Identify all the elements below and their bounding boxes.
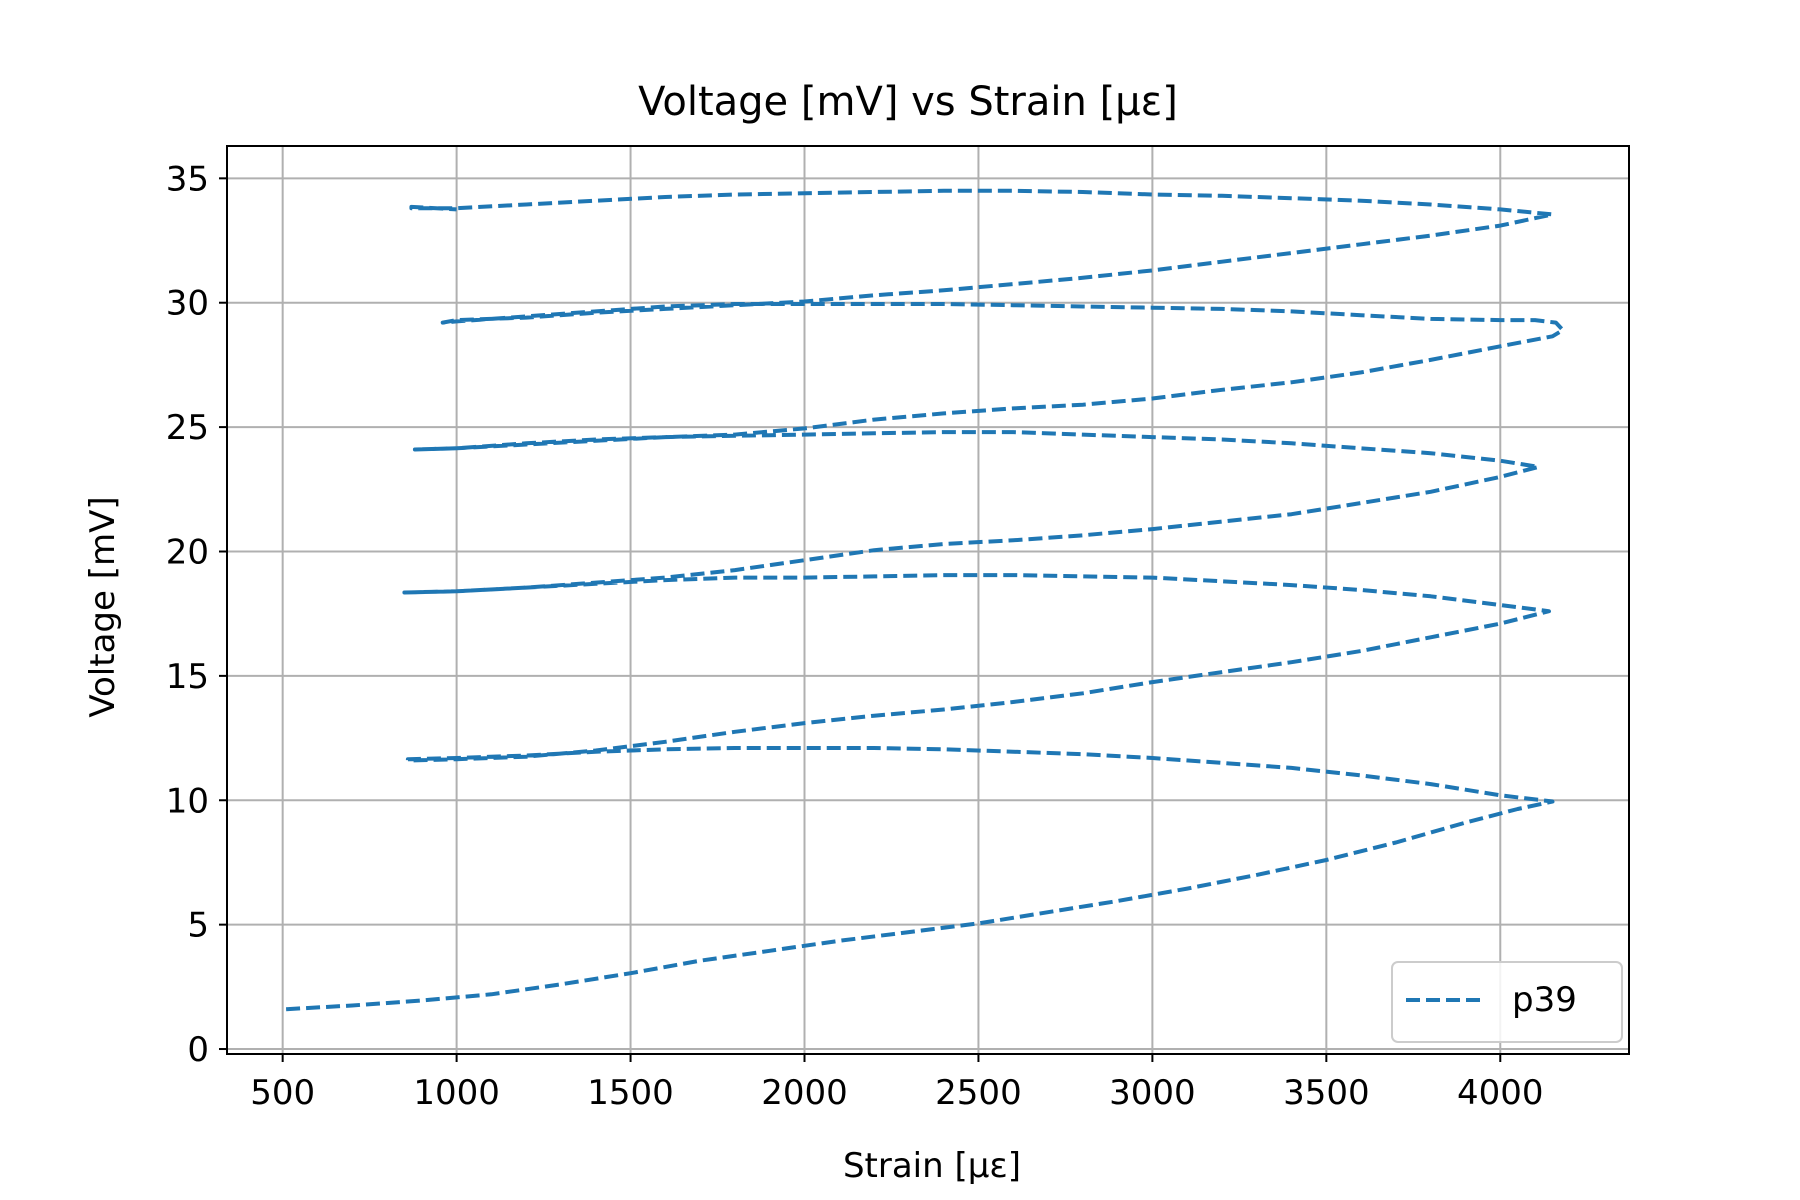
y-tick-label: 25 [166, 408, 209, 448]
plot-frame [226, 145, 1630, 1055]
x-tick-label: 4000 [1457, 1073, 1544, 1113]
x-tick-label: 1500 [587, 1073, 674, 1113]
y-tick-label: 0 [187, 1030, 209, 1070]
x-tick-label: 2000 [761, 1073, 848, 1113]
legend-box [1391, 961, 1623, 1043]
x-tick-label: 1000 [413, 1073, 500, 1113]
x-tick-label: 3000 [1109, 1073, 1196, 1113]
series-line-p39 [285, 188, 1565, 1012]
y-tick-label: 30 [166, 284, 209, 324]
series-layer [285, 188, 1565, 1012]
legend-label-p39: p39 [1512, 980, 1577, 1020]
y-tick-label: 20 [166, 532, 209, 572]
x-tick-label: 500 [250, 1073, 315, 1113]
y-axis-label: Voltage [mV] [83, 496, 123, 717]
legend: p39 [1391, 961, 1623, 1043]
x-tick-label: 3500 [1283, 1073, 1370, 1113]
y-tick-label: 10 [166, 781, 209, 821]
grid-layer [227, 146, 1629, 1054]
y-tick-label: 5 [187, 906, 209, 946]
tick-layer: 500 1000 1500 2000 2500 3000 3500 4000 0 5 10 15 20 2… [166, 159, 1544, 1113]
x-tick-label: 2500 [935, 1073, 1022, 1113]
y-tick-label: 35 [166, 159, 209, 199]
x-axis-label: Strain [με] [843, 1146, 1021, 1186]
chart-title: Voltage [mV] vs Strain [με] [638, 79, 1178, 125]
y-tick-label: 15 [166, 657, 209, 697]
